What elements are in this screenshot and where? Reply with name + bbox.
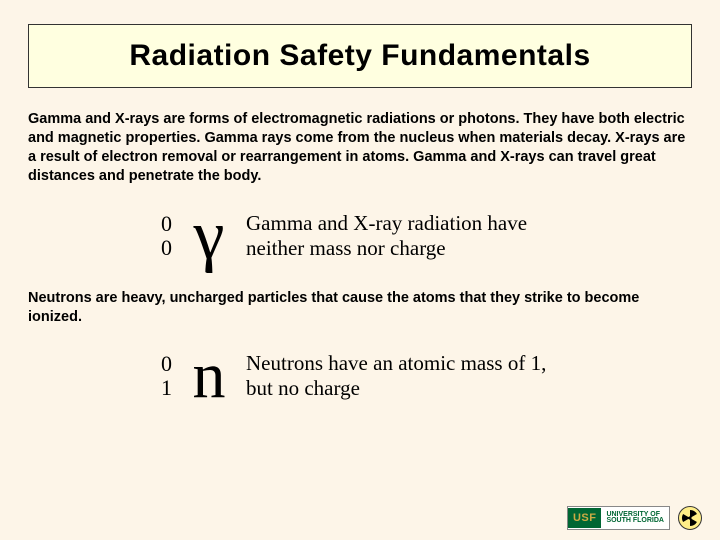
- neutron-paragraph: Neutrons are heavy, uncharged particles …: [28, 289, 692, 327]
- neutron-indices: 0 1: [154, 352, 172, 400]
- neutron-subscript: 1: [154, 376, 172, 400]
- usf-line2: SOUTH FLORIDA: [606, 518, 664, 524]
- usf-logo-short: USF: [568, 508, 602, 528]
- radiation-icon: [678, 506, 702, 530]
- page-title: Radiation Safety Fundamentals: [39, 39, 681, 73]
- neutron-description: Neutrons have an atomic mass of 1, but n…: [246, 351, 566, 401]
- gamma-description: Gamma and X-ray radiation have neither m…: [246, 211, 566, 261]
- gamma-paragraph: Gamma and X-rays are forms of electromag…: [28, 110, 692, 185]
- neutron-superscript: 0: [154, 352, 172, 376]
- gamma-superscript: 0: [154, 212, 172, 236]
- usf-logo: USF UNIVERSITY OF SOUTH FLORIDA: [567, 506, 670, 530]
- neutron-symbol-row: 0 1 n Neutrons have an atomic mass of 1,…: [28, 343, 692, 409]
- gamma-subscript: 0: [154, 236, 172, 260]
- gamma-symbol-row: 0 0 γ Gamma and X-ray radiation have nei…: [28, 201, 692, 271]
- gamma-indices: 0 0: [154, 212, 172, 260]
- gamma-symbol: γ: [184, 201, 234, 271]
- title-box: Radiation Safety Fundamentals: [28, 24, 692, 88]
- footer: USF UNIVERSITY OF SOUTH FLORIDA: [567, 506, 702, 530]
- neutron-symbol: n: [184, 343, 234, 409]
- usf-logo-text: UNIVERSITY OF SOUTH FLORIDA: [601, 509, 669, 528]
